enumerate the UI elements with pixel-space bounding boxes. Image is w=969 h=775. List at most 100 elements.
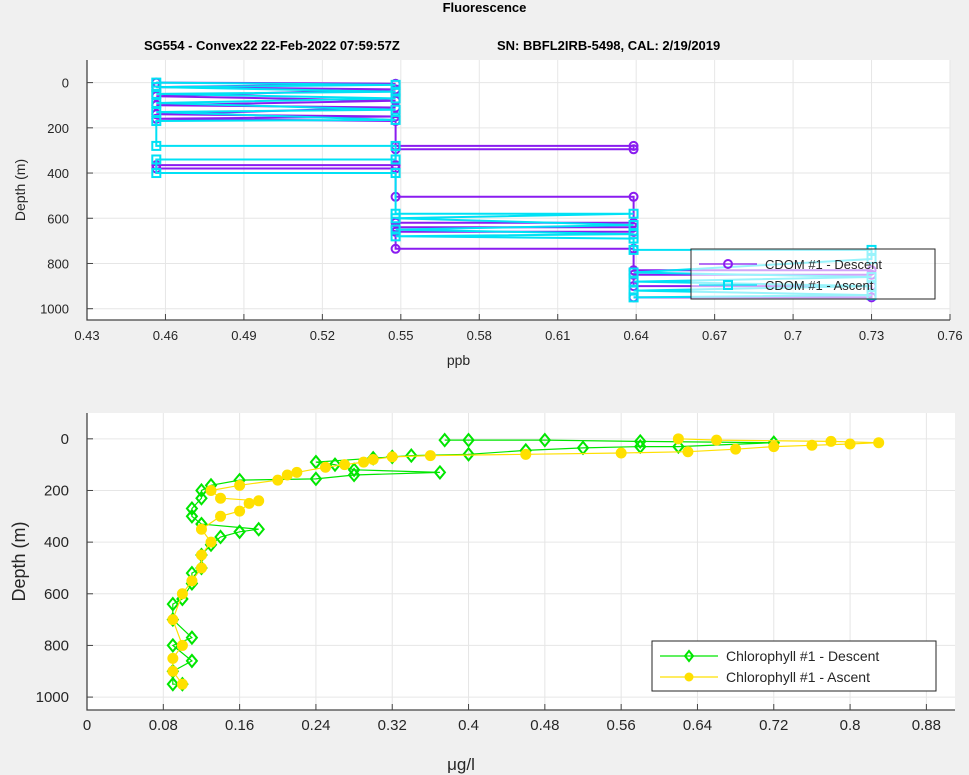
data-point — [185, 508, 199, 524]
data-point — [205, 536, 217, 548]
data-point — [390, 224, 401, 235]
y-tick-label: 1000 — [36, 689, 69, 706]
data-point — [151, 107, 162, 117]
x-tick-label: 0.32 — [378, 717, 407, 734]
data-point — [358, 456, 370, 468]
y-tick-label: 0 — [62, 76, 69, 91]
data-point — [167, 665, 179, 677]
x-tick-label: 0.64 — [683, 717, 712, 734]
data-point — [386, 451, 398, 463]
data-point — [390, 243, 401, 254]
data-point — [185, 500, 199, 517]
x-axis-label: ppb — [447, 352, 471, 368]
data-point — [672, 433, 684, 445]
data-point — [628, 220, 639, 231]
y-tick-label: 200 — [47, 121, 69, 136]
figure-title: Fluorescence — [442, 0, 527, 15]
x-tick-label: 0.58 — [467, 328, 492, 343]
y-tick-label: 400 — [44, 534, 69, 551]
data-point — [628, 267, 639, 278]
y-tick-label: 1000 — [40, 302, 69, 317]
data-point — [390, 114, 401, 125]
data-point — [684, 672, 694, 682]
data-point — [281, 469, 293, 481]
data-point — [825, 435, 837, 447]
subtitle-left: SG554 - Convex22 22-Feb-2022 07:59:57Z — [144, 38, 400, 53]
data-point — [151, 88, 162, 99]
data-point — [462, 432, 475, 448]
data-point — [151, 154, 162, 165]
data-point — [195, 562, 207, 574]
data-point — [347, 462, 361, 478]
y-tick-label: 600 — [47, 211, 69, 226]
data-point — [462, 446, 475, 462]
x-tick-label: 0 — [83, 717, 91, 734]
data-point — [628, 244, 639, 255]
legend-box — [690, 248, 936, 300]
axes-2: 0 0.08 0.16 0.24 0.32 0.4 0.48 0.56 0.64 0.72 0.8 0… — [9, 413, 955, 774]
data-point — [628, 229, 639, 240]
data-point — [538, 432, 552, 448]
x-tick-label: 0.08 — [149, 717, 178, 734]
data-point — [628, 208, 639, 219]
data-point — [730, 443, 742, 455]
data-point — [243, 497, 255, 509]
x-tick-label: 0.4 — [458, 717, 479, 734]
data-point — [234, 479, 246, 491]
data-point — [628, 285, 639, 296]
legend-label: Chlorophyll #1 - Ascent — [726, 669, 870, 685]
x-tick-label: 0.73 — [859, 328, 884, 343]
data-point — [633, 433, 647, 449]
data-point — [252, 521, 265, 537]
data-point — [214, 529, 227, 545]
data-point — [723, 259, 733, 269]
data-point — [347, 467, 361, 483]
data-point — [253, 495, 265, 507]
x-tick-label: 0.64 — [624, 328, 649, 343]
x-tick-label: 0.43 — [74, 328, 99, 343]
x-tick-label: 0.52 — [310, 328, 335, 343]
data-point — [367, 453, 379, 465]
data-point — [628, 191, 639, 202]
x-tick-label: 0.61 — [545, 328, 570, 343]
data-point — [185, 630, 199, 646]
subtitle-right: SN: BBFL2IRB-5498, CAL: 2/19/2019 — [497, 38, 721, 53]
x-tick-label: 0.72 — [759, 717, 788, 734]
data-point — [615, 447, 627, 459]
data-point — [176, 588, 188, 600]
data-point — [390, 140, 401, 151]
data-point — [390, 154, 401, 165]
data-point — [711, 434, 723, 446]
data-point — [272, 474, 284, 486]
data-point — [390, 93, 401, 104]
data-point — [176, 639, 188, 651]
data-point — [205, 484, 217, 496]
legend-label: Chlorophyll #1 - Descent — [726, 648, 879, 664]
x-tick-label: 0.46 — [153, 328, 178, 343]
data-point — [166, 596, 180, 612]
x-tick-label: 0.76 — [937, 328, 962, 343]
data-point — [339, 459, 351, 471]
data-point — [390, 208, 401, 219]
data-point — [291, 466, 303, 478]
data-point — [151, 97, 162, 108]
legend-label: CDOM #1 - Descent — [765, 257, 882, 272]
data-point — [195, 490, 208, 506]
legend: Chlorophyll #1 - Descent Chlorophyll #1 -… — [651, 640, 937, 692]
data-point — [195, 482, 208, 499]
data-point — [195, 523, 207, 535]
data-point — [682, 446, 694, 458]
data-point — [215, 510, 227, 522]
data-point — [390, 86, 401, 97]
data-point — [438, 432, 451, 448]
legend: CDOM #1 - Descent CDOM #1 - Ascent — [690, 248, 936, 300]
legend-box — [651, 640, 937, 692]
axes-1: 0.43 0.46 0.49 0.52 0.55 0.58 0.61 0.64 0.67 0.7 0… — [12, 60, 963, 368]
data-point — [390, 231, 401, 242]
x-tick-label: 0.88 — [912, 717, 941, 734]
data-point — [185, 653, 199, 669]
x-tick-label: 0.55 — [388, 328, 413, 343]
data-point — [309, 454, 323, 470]
data-point — [873, 437, 885, 449]
